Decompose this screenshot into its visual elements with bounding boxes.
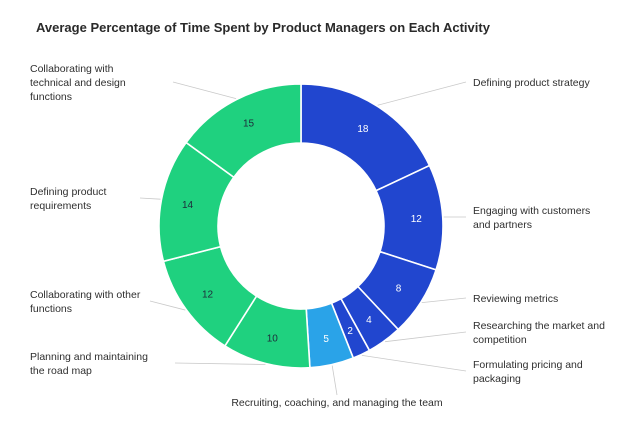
chart-title: Average Percentage of Time Spent by Prod… [36, 20, 491, 35]
slice-value-labels: 18 12 8 4 2 5 10 12 14 15 [182, 119, 422, 346]
slice-value-label: 18 [357, 124, 369, 135]
slice-category-label: Engaging with customers and partners [473, 205, 590, 231]
leader-line [385, 331, 467, 343]
donut-slices [158, 83, 444, 369]
slice-category-label: Defining product strategy [473, 77, 590, 89]
slice-category-label: Recruiting, coaching, and managing the t… [231, 397, 443, 409]
leader-line [174, 362, 266, 365]
slice-category-label: Defining product requirements [30, 186, 107, 212]
leader-line [377, 81, 467, 106]
slice-category-label: Collaborating with other functions [30, 289, 141, 315]
slice-value-label: 14 [182, 200, 194, 211]
slice-category-label: Planning and maintaining the road map [30, 351, 148, 377]
donut-slice [185, 83, 302, 179]
slice-category-label: Researching the market and competition [473, 320, 605, 346]
leader-line [149, 300, 186, 311]
slice-value-label: 4 [366, 315, 372, 326]
slice-value-label: 15 [243, 119, 255, 130]
slice-value-label: 5 [323, 334, 329, 345]
slice-value-label: 8 [396, 283, 402, 294]
slice-value-label: 2 [347, 326, 353, 337]
leader-line [139, 197, 161, 200]
leader-line [331, 365, 338, 396]
leader-line [421, 297, 467, 304]
leader-line [172, 81, 237, 99]
slice-category-label: Collaborating with technical and design fu… [30, 63, 126, 103]
slice-category-label: Reviewing metrics [473, 293, 558, 305]
slice-category-label: Formulating pricing and packaging [473, 359, 583, 385]
leader-lines [139, 81, 467, 396]
leader-line [361, 354, 467, 372]
slice-category-labels: Defining product strategy Engaging with c… [30, 63, 605, 409]
slice-value-label: 10 [267, 333, 279, 344]
slice-value-label: 12 [411, 214, 423, 225]
slice-value-label: 12 [202, 289, 214, 300]
